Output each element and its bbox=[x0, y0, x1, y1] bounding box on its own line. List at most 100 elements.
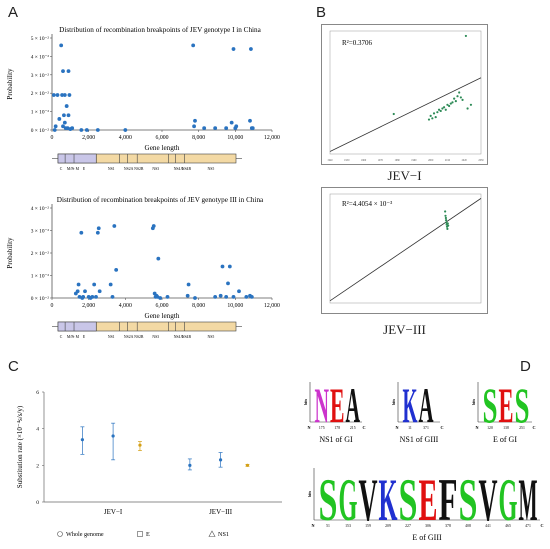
x-tick-label: 1960 bbox=[361, 159, 367, 162]
x-tick-label: 10,000 bbox=[227, 303, 243, 309]
x-tick-label: 4,000 bbox=[119, 303, 132, 309]
regression-line bbox=[329, 77, 482, 152]
structural-region bbox=[57, 321, 97, 332]
logo-letter: E bbox=[330, 377, 345, 433]
r-squared-label: R²=0.3706 bbox=[342, 39, 372, 47]
y-tick-label: 0 bbox=[36, 500, 39, 506]
breakpoint-point bbox=[95, 128, 100, 132]
breakpoint-point bbox=[75, 289, 80, 294]
breakpoint-point bbox=[108, 282, 113, 287]
sample-point bbox=[446, 103, 449, 106]
breakpoint-point bbox=[112, 224, 117, 228]
logo-position-tick: 178 bbox=[334, 426, 340, 430]
n-terminus-label: N bbox=[311, 523, 314, 528]
breakpoint-point bbox=[62, 120, 67, 125]
regression-box-jev-iii: R²=4.4054 × 10⁻³ bbox=[321, 187, 488, 314]
breakpoint-point bbox=[53, 124, 58, 129]
breakpoint-point bbox=[244, 294, 249, 299]
panel-label-d: D bbox=[520, 358, 531, 375]
segment-label: NS3 bbox=[152, 167, 159, 171]
sample-point bbox=[446, 227, 449, 230]
segment-label: NS5 bbox=[208, 335, 215, 339]
breakpoint-point bbox=[67, 93, 72, 97]
logo-position-tick: 408 bbox=[465, 524, 471, 528]
logo-letter: S bbox=[515, 377, 530, 433]
logo-letter: N bbox=[315, 377, 330, 433]
panel-label-c: C bbox=[8, 358, 19, 375]
x-tick-label: 0 bbox=[51, 135, 54, 141]
breakpoint-point bbox=[151, 224, 156, 228]
breakpoint-point bbox=[59, 43, 64, 48]
logo-letter: V bbox=[479, 467, 498, 533]
y-tick-label: 2 bbox=[36, 463, 39, 469]
breakpoint-chart-genotype-i: Distribution of recombination breakpoint… bbox=[6, 26, 280, 171]
plot-area bbox=[329, 193, 482, 304]
logo-position-tick: 11 bbox=[408, 426, 412, 430]
breakpoint-point bbox=[227, 264, 232, 269]
logo-letter: S bbox=[483, 377, 498, 433]
segment-label: NS2A NS2B bbox=[124, 335, 144, 339]
logo-position-tick: 227 bbox=[405, 524, 411, 528]
bits-label: bits bbox=[471, 398, 476, 405]
group-label: JEV−III bbox=[209, 508, 233, 516]
sample-point bbox=[446, 222, 449, 225]
logo-letter: S bbox=[399, 467, 418, 533]
sample-point bbox=[427, 118, 431, 121]
logo-letter: K bbox=[403, 377, 418, 433]
logo-letter: A bbox=[346, 377, 361, 433]
sample-point bbox=[442, 106, 446, 109]
logo-position-tick: 306 bbox=[425, 524, 431, 528]
c-terminus-label: C bbox=[440, 425, 443, 430]
breakpoint-point bbox=[165, 294, 170, 299]
x-tick-label: 10,000 bbox=[227, 135, 243, 141]
breakpoint-point bbox=[234, 124, 239, 129]
n-terminus-label: N bbox=[307, 425, 310, 430]
breakpoint-point bbox=[76, 282, 81, 287]
x-tick-label: 2,000 bbox=[82, 135, 95, 141]
logo-position-tick: 251 bbox=[519, 426, 525, 430]
breakpoint-point bbox=[61, 124, 65, 129]
logo-position-tick: 120 bbox=[487, 426, 493, 430]
x-tick-label: 8,000 bbox=[192, 135, 205, 141]
sample-point bbox=[453, 97, 456, 100]
segment-label: E bbox=[83, 335, 86, 339]
segment-label: M/Pr M bbox=[67, 335, 80, 339]
sample-point bbox=[451, 101, 454, 104]
mean-marker bbox=[245, 463, 250, 467]
segment-label: NS5 bbox=[208, 167, 215, 171]
chart-title: Distribution of recombination breakpoint… bbox=[57, 196, 264, 204]
sample-point bbox=[464, 34, 467, 38]
sample-point bbox=[444, 214, 447, 217]
y-tick-label: 4 × 10⁻² bbox=[31, 206, 50, 212]
x-tick-label: 1980 bbox=[395, 159, 401, 162]
r-squared-label: R²=4.4054 × 10⁻³ bbox=[342, 200, 392, 208]
x-tick-label: 0 bbox=[51, 303, 54, 309]
x-tick-label: 4,000 bbox=[119, 135, 132, 141]
logo-position-tick: 441 bbox=[485, 524, 491, 528]
mean-marker bbox=[80, 438, 84, 442]
logo-letter: G bbox=[339, 467, 358, 533]
sample-point bbox=[439, 109, 442, 113]
segment-label: NS1 bbox=[108, 335, 115, 339]
breakpoint-point bbox=[213, 294, 218, 299]
sample-point bbox=[437, 108, 441, 111]
y-tick-label: 3 × 10⁻² bbox=[31, 229, 50, 235]
sample-point bbox=[444, 108, 447, 111]
breakpoint-point bbox=[156, 256, 161, 261]
root-to-tip-chart-jev-i: R²=0.3706 1940 1950 1960 1970 1980 1990 2000 201… bbox=[327, 30, 484, 162]
logo-position-tick: 209 bbox=[385, 524, 391, 528]
logo-position-tick: 215 bbox=[350, 426, 356, 430]
c-terminus-label: C bbox=[532, 425, 535, 430]
x-tick-label: 1940 bbox=[327, 159, 333, 162]
logo-position-tick: 378 bbox=[445, 524, 451, 528]
mean-marker bbox=[188, 463, 192, 467]
segment-label: NS2A NS2B bbox=[124, 167, 144, 171]
x-axis-label: Gene length bbox=[145, 312, 180, 320]
sample-point bbox=[444, 219, 448, 222]
breakpoint-point bbox=[224, 126, 229, 131]
breakpoint-point bbox=[218, 293, 223, 298]
breakpoint-point bbox=[220, 264, 225, 269]
x-tick-label: 12,000 bbox=[264, 303, 280, 309]
breakpoint-point bbox=[60, 93, 64, 97]
sample-point bbox=[456, 95, 459, 98]
